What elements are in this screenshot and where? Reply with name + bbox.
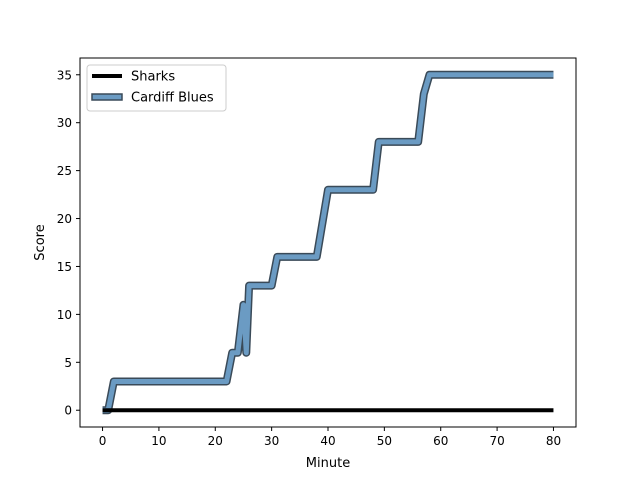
- series-line-cardiff-blues-edge: [102, 70, 554, 415]
- x-tick-label: 10: [151, 434, 166, 448]
- series-line-cardiff-blues: [102, 72, 554, 413]
- y-tick-label: 20: [57, 212, 72, 226]
- y-tick-label: 0: [64, 404, 72, 418]
- y-tick-label: 10: [57, 308, 72, 322]
- y-axis: 0 5 10 15 20 25 30 35: [57, 68, 80, 418]
- legend-label-cardiff-blues: Cardiff Blues: [131, 91, 214, 106]
- y-tick-label: 35: [57, 68, 72, 82]
- x-tick-label: 20: [208, 434, 223, 448]
- x-axis: 0 10 20 30 40 50 60 70 80: [99, 427, 561, 448]
- x-tick-label: 80: [546, 434, 561, 448]
- legend-swatch-cardiff-blues: [91, 93, 123, 101]
- y-tick-label: 15: [57, 260, 72, 274]
- y-axis-label: Score: [33, 224, 48, 260]
- y-tick-label: 30: [57, 116, 72, 130]
- x-tick-label: 40: [320, 434, 335, 448]
- x-tick-label: 0: [99, 434, 107, 448]
- series-layer: [102, 70, 554, 415]
- y-tick-label: 25: [57, 164, 72, 178]
- y-tick-label: 5: [64, 356, 72, 370]
- legend-label-sharks: Sharks: [131, 70, 175, 85]
- x-tick-label: 70: [489, 434, 504, 448]
- plot-frame: [79, 57, 577, 428]
- x-tick-label: 30: [264, 434, 279, 448]
- x-tick-label: 60: [433, 434, 448, 448]
- x-axis-label: Minute: [306, 456, 350, 471]
- legend: Sharks Cardiff Blues: [86, 64, 227, 112]
- x-tick-label: 50: [377, 434, 392, 448]
